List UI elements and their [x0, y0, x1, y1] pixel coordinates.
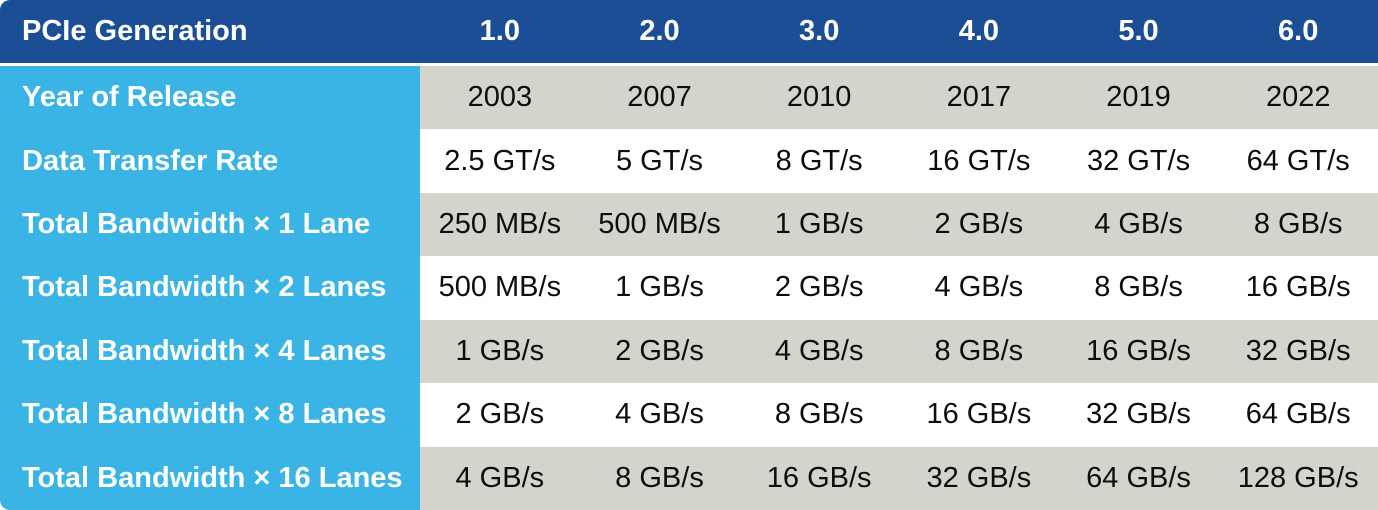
- row-label: Total Bandwidth × 16 Lanes: [0, 446, 420, 510]
- table-cell: 16 GB/s: [739, 446, 900, 510]
- row-label: Data Transfer Rate: [0, 129, 420, 193]
- table-cell: 2 GB/s: [420, 383, 580, 447]
- table-cell: 250 MB/s: [420, 192, 580, 257]
- row-label: Total Bandwidth × 8 Lanes: [0, 383, 420, 447]
- header-gen-4-0: 4.0: [958, 15, 1000, 47]
- header-row-title: PCIe Generation: [22, 15, 248, 47]
- table-cell: 2 GB/s: [899, 192, 1059, 257]
- table-cell: 1 GB/s: [579, 256, 740, 320]
- table-cell: 1 GB/s: [739, 192, 900, 257]
- table-cell: 2 GB/s: [739, 256, 900, 320]
- row-label: Total Bandwidth × 4 Lanes: [0, 319, 420, 384]
- table-cell: 4 GB/s: [899, 256, 1059, 320]
- table-cell: 4 GB/s: [420, 446, 580, 510]
- header-gen-3-0: 3.0: [799, 15, 840, 47]
- header-gen-6-0: 6.0: [1278, 15, 1319, 47]
- table-cell: 16 GB/s: [899, 383, 1059, 447]
- table-cell: 64 GB/s: [1058, 446, 1219, 510]
- table-cell: 2019: [1058, 66, 1219, 130]
- table-row-data-transfer-rate: Data Transfer Rate 2.5 GT/s 5 GT/s 8 GT/…: [0, 129, 1378, 193]
- table-row-bandwidth-4-lanes: Total Bandwidth × 4 Lanes 1 GB/s 2 GB/s …: [0, 319, 1378, 384]
- table-header-row: PCIe Generation 1.0 2.0 3.0 4.0 5.0 6.0: [0, 0, 1378, 66]
- table-cell: 16 GB/s: [1218, 256, 1378, 320]
- table-cell: 1 GB/s: [420, 319, 580, 384]
- row-label: Total Bandwidth × 1 Lane: [0, 192, 420, 257]
- table-cell: 2003: [420, 66, 580, 130]
- table-row-bandwidth-8-lanes: Total Bandwidth × 8 Lanes 2 GB/s 4 GB/s …: [0, 383, 1378, 447]
- table-cell: 8 GB/s: [1218, 192, 1378, 257]
- table-cell: 2017: [899, 66, 1059, 130]
- table-cell: 8 GB/s: [899, 319, 1059, 384]
- table-cell: 8 GB/s: [579, 446, 740, 510]
- row-label: Total Bandwidth × 2 Lanes: [0, 256, 420, 320]
- table-cell: 2 GB/s: [579, 319, 740, 384]
- table-cell: 32 GB/s: [1218, 319, 1378, 384]
- table-cell: 8 GB/s: [739, 383, 900, 447]
- table-cell: 8 GB/s: [1058, 256, 1219, 320]
- table-cell: 64 GB/s: [1218, 383, 1378, 447]
- table-cell: 500 MB/s: [420, 256, 580, 320]
- table-cell: 128 GB/s: [1218, 446, 1378, 510]
- table-cell: 2022: [1218, 66, 1378, 130]
- header-gen-2-0: 2.0: [639, 15, 680, 47]
- table-cell: 4 GB/s: [579, 383, 740, 447]
- table-cell: 4 GB/s: [1058, 192, 1219, 257]
- row-label: Year of Release: [0, 66, 420, 130]
- table-cell: 8 GT/s: [739, 129, 900, 193]
- header-gen-5-0: 5.0: [1118, 15, 1159, 47]
- table-cell: 16 GB/s: [1058, 319, 1219, 384]
- header-gen-1-0: 1.0: [479, 15, 520, 47]
- table-cell: 500 MB/s: [579, 192, 740, 257]
- table-row-bandwidth-2-lanes: Total Bandwidth × 2 Lanes 500 MB/s 1 GB/…: [0, 256, 1378, 320]
- table-cell: 2007: [579, 66, 740, 130]
- table-cell: 2010: [739, 66, 900, 130]
- table-row-bandwidth-1-lane: Total Bandwidth × 1 Lane 250 MB/s 500 MB…: [0, 192, 1378, 257]
- table-cell: 4 GB/s: [739, 319, 900, 384]
- table-cell: 5 GT/s: [579, 129, 740, 193]
- table-row-bandwidth-16-lanes: Total Bandwidth × 16 Lanes 4 GB/s 8 GB/s…: [0, 446, 1378, 510]
- table-row-year-of-release: Year of Release 2003 2007 2010 2017 2019…: [0, 66, 1378, 130]
- table-cell: 64 GT/s: [1218, 129, 1378, 193]
- table-cell: 32 GB/s: [899, 446, 1059, 510]
- table-cell: 2.5 GT/s: [420, 129, 580, 193]
- table-cell: 32 GT/s: [1058, 129, 1219, 193]
- table-cell: 16 GT/s: [899, 129, 1059, 193]
- table-cell: 32 GB/s: [1058, 383, 1219, 447]
